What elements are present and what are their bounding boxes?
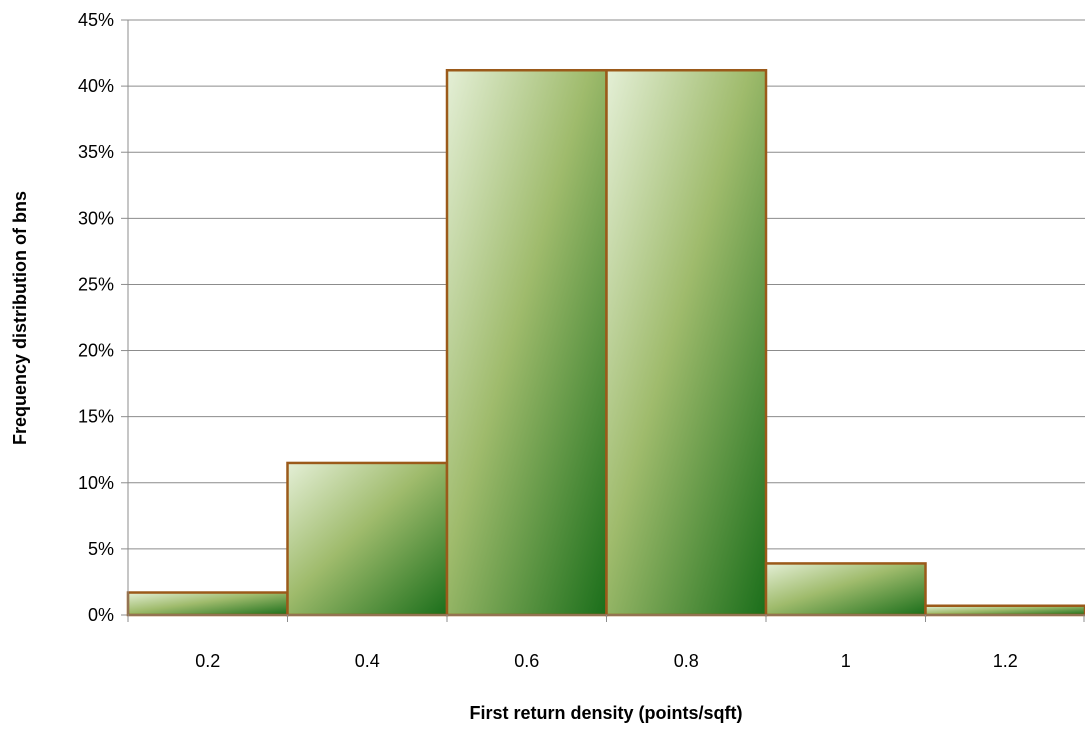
bars <box>126 68 1085 617</box>
y-tick-label: 25% <box>78 274 114 294</box>
x-tick-labels: 0.2 0.4 0.6 0.8 1 1.2 <box>195 651 1018 671</box>
x-tick-label: 0.6 <box>514 651 539 671</box>
x-tick-label: 0.8 <box>674 651 699 671</box>
bar-0.2 <box>126 591 289 617</box>
y-tick-label: 20% <box>78 341 114 361</box>
x-tick-label: 0.4 <box>355 651 380 671</box>
y-tick-label: 10% <box>78 473 114 493</box>
axes <box>127 20 1085 622</box>
x-tick-label: 1 <box>841 651 851 671</box>
y-tick-label: 5% <box>88 539 114 559</box>
x-tick-label: 0.2 <box>195 651 220 671</box>
bar-1 <box>764 562 927 617</box>
y-tick-labels: 0% 5% 10% 15% 20% 25% 30% 35% 40% 45% <box>78 10 114 625</box>
bar-0.8 <box>605 68 768 617</box>
bar-0.6 <box>445 68 608 617</box>
bar-1.2 <box>924 604 1085 617</box>
y-tick-label: 35% <box>78 142 114 162</box>
y-tick-label: 45% <box>78 10 114 30</box>
y-tick-label: 0% <box>88 605 114 625</box>
y-tick-label: 40% <box>78 76 114 96</box>
x-tick-label: 1.2 <box>993 651 1018 671</box>
y-tick-label: 30% <box>78 208 114 228</box>
bar-0.4 <box>286 461 449 617</box>
y-tick-label: 15% <box>78 407 114 427</box>
x-axis-title: First return density (points/sqft) <box>469 703 742 723</box>
y-axis-title: Frequency distribution of bns <box>10 191 30 445</box>
